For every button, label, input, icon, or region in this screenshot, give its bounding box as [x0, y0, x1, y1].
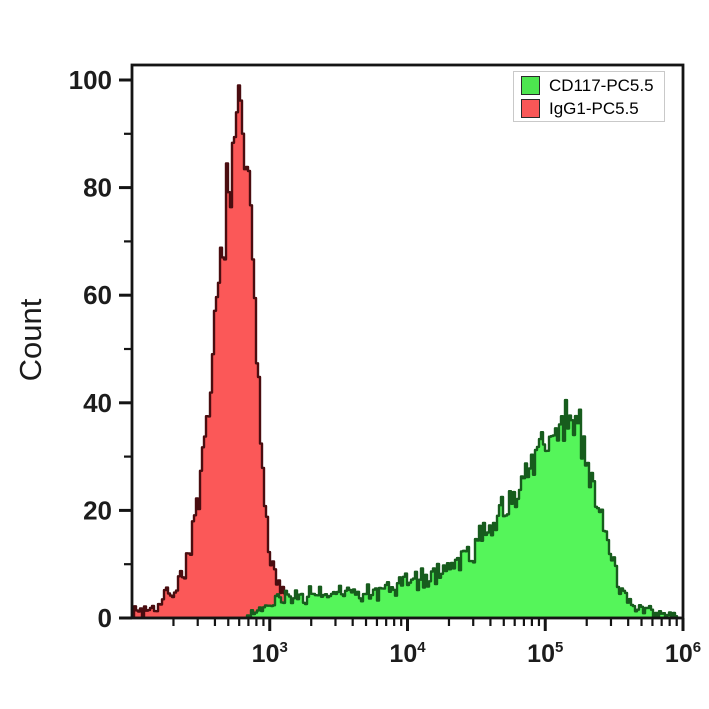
histogram-layer: [132, 84, 682, 618]
legend-swatch-green: [521, 76, 540, 95]
x-tick-label: 105: [527, 639, 563, 668]
legend-item-igg1: IgG1-PC5.5: [521, 98, 664, 119]
x-tick-label: 106: [665, 639, 701, 668]
y-tick-label: 40: [83, 388, 112, 418]
igg1-histogram: [132, 84, 320, 618]
legend-swatch-red: [521, 99, 540, 118]
legend-item-cd117: CD117-PC5.5: [521, 75, 664, 96]
y-tick-label: 60: [83, 280, 112, 310]
y-axis-title: Count: [13, 298, 48, 382]
legend-label-cd117: CD117-PC5.5: [549, 76, 654, 95]
cd117-histogram: [243, 398, 682, 618]
legend: CD117-PC5.5 IgG1-PC5.5: [513, 71, 665, 122]
x-tick-label: 103: [252, 639, 288, 668]
axes-layer: 0 20 40 60 80 100 103 104 105 106: [69, 63, 701, 668]
legend-label-igg1: IgG1-PC5.5: [549, 99, 639, 118]
x-tick-label: 104: [389, 639, 426, 668]
y-tick-label: 20: [83, 495, 112, 525]
y-tick-label: 80: [83, 173, 112, 203]
y-tick-label: 100: [69, 65, 112, 95]
y-tick-label: 0: [98, 603, 112, 633]
